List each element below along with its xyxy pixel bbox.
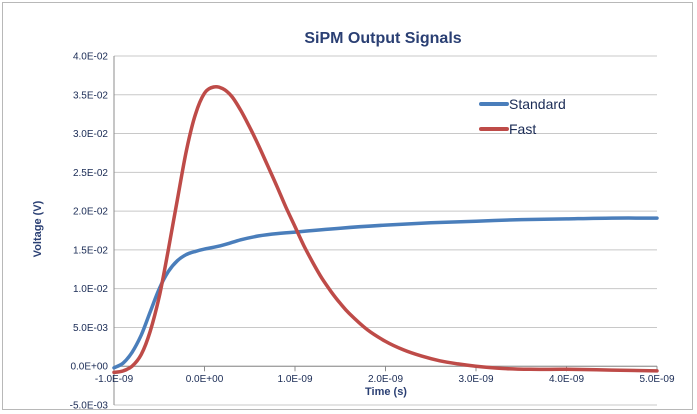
x-tick-label-6: 5.0E-09 [639,374,674,385]
chart-title: SiPM Output Signals [304,30,461,47]
y-tick-label-1: 0.0E+00 [70,362,108,373]
x-tick-label-2: 1.0E-09 [277,374,312,385]
legend-label-standard: Standard [509,96,566,112]
y-tick-label-4: 1.5E-02 [73,245,108,256]
y-axis-title: Voltage (V) [32,200,44,257]
y-tick-label-7: 3.0E-02 [73,129,108,140]
x-tick-labels: -1.0E-09 0.0E+00 1.0E-09 2.0E-09 3.0E-09 4.0E… [95,374,675,385]
series-line-standard [112,216,659,370]
legend: Standard Fast [479,96,566,137]
x-tick-label-3: 2.0E-09 [368,374,403,385]
gridlines [114,55,657,406]
chart-canvas: SiPM Output Signals -5.0E-03 0.0E+00 5.0E-… [32,30,675,412]
y-tick-label-5: 2.0E-02 [73,207,108,218]
series-lines [112,84,659,375]
x-tick-label-1: 0.0E+00 [186,374,224,385]
y-tick-label-9: 4.0E-02 [73,52,108,63]
y-tick-label-6: 2.5E-02 [73,168,108,179]
legend-label-fast: Fast [509,121,536,137]
x-tick-label-0: -1.0E-09 [95,374,134,385]
series-line-fast [112,84,659,375]
x-axis-title: Time (s) [365,386,407,398]
y-tick-label-3: 1.0E-02 [73,284,108,295]
y-tick-label-8: 3.5E-02 [73,90,108,101]
y-tick-label-2: 5.0E-03 [73,323,108,334]
x-tick-label-5: 4.0E-09 [549,374,584,385]
axes [113,56,658,405]
y-tick-labels: -5.0E-03 0.0E+00 5.0E-03 1.0E-02 1.5E-02 2.0E… [70,52,109,412]
x-tick-label-4: 3.0E-09 [458,374,493,385]
y-tick-label-0: -5.0E-03 [70,401,109,412]
